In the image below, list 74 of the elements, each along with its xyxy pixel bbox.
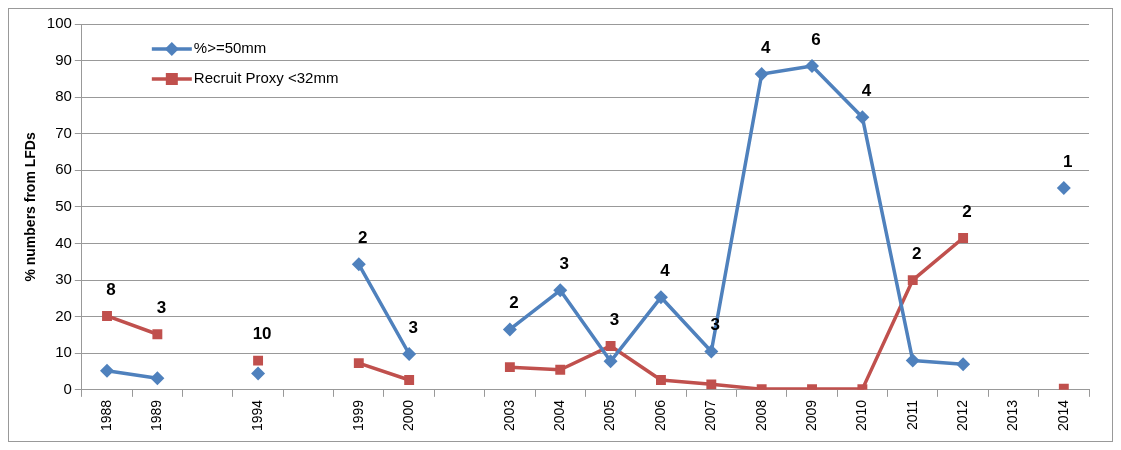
y-tick-label: 0 xyxy=(63,380,72,397)
x-tick-label: 2005 xyxy=(601,399,618,432)
annotation: 3 xyxy=(408,317,418,337)
point xyxy=(958,233,969,243)
y-axis-title: % numbers from LFDs xyxy=(22,132,39,282)
x-tick-label: 1994 xyxy=(248,399,265,432)
y-tick-label: 100 xyxy=(46,14,72,32)
y-tick-label: 10 xyxy=(55,343,72,361)
point xyxy=(805,59,820,74)
legend-label: Recruit Proxy <32mm xyxy=(193,69,339,87)
annotation: 3 xyxy=(156,297,167,317)
x-tick-label: 2014 xyxy=(1054,399,1071,432)
x-tick-label: 2000 xyxy=(400,399,417,432)
point xyxy=(653,290,668,305)
point xyxy=(706,379,717,390)
point xyxy=(404,375,415,385)
y-tick-label: 90 xyxy=(55,50,72,68)
point xyxy=(555,364,566,375)
point xyxy=(754,67,769,82)
y-tick-label: 60 xyxy=(55,160,72,178)
x-tick-label: 2004 xyxy=(551,399,568,432)
annotation: 8 xyxy=(106,279,116,299)
y-tick-label: 50 xyxy=(55,197,72,215)
annotation: 4 xyxy=(760,37,771,57)
annotation: 10 xyxy=(252,324,272,344)
x-tick-label: 1999 xyxy=(349,399,366,432)
x-tick-label: 2006 xyxy=(651,399,668,432)
point xyxy=(102,311,112,321)
point xyxy=(253,355,264,366)
y-tick-label: 80 xyxy=(55,87,72,105)
annotation: 2 xyxy=(358,228,368,248)
annotation: 4 xyxy=(660,260,671,280)
point xyxy=(504,362,515,373)
annotation: 1 xyxy=(1063,151,1073,171)
point xyxy=(1056,180,1071,195)
x-tick-label: 2012 xyxy=(953,399,970,432)
point xyxy=(956,357,971,372)
annotation: 3 xyxy=(609,309,620,329)
point xyxy=(150,371,165,386)
point xyxy=(905,353,920,368)
x-tick-label: 1988 xyxy=(97,399,114,432)
y-tick-label: 30 xyxy=(55,270,72,288)
point xyxy=(351,257,366,272)
point xyxy=(656,375,666,385)
annotation: 6 xyxy=(811,29,821,49)
x-tick-label: 2003 xyxy=(500,399,517,432)
x-tick-label: 1989 xyxy=(148,399,165,432)
annotation: 2 xyxy=(912,243,922,263)
point xyxy=(353,358,364,369)
x-tick-label: 2007 xyxy=(702,399,719,432)
annotation: 4 xyxy=(861,80,872,100)
point xyxy=(855,110,870,125)
annotation: 2 xyxy=(509,293,519,313)
annotation: 2 xyxy=(962,201,972,221)
x-tick-label: 2013 xyxy=(1004,399,1021,432)
x-tick-label: 2009 xyxy=(802,399,819,432)
x-tick-label: 2010 xyxy=(853,399,870,432)
point xyxy=(603,354,618,369)
point xyxy=(605,341,616,351)
y-tick-label: 40 xyxy=(55,233,72,251)
y-tick-label: 70 xyxy=(55,123,72,141)
point xyxy=(100,363,115,378)
point xyxy=(251,366,266,381)
x-tick-label: 2008 xyxy=(752,399,769,432)
point xyxy=(152,329,163,340)
annotation: 3 xyxy=(559,254,569,274)
point xyxy=(502,322,517,337)
point xyxy=(907,275,918,286)
x-tick-label: 2011 xyxy=(903,399,920,430)
legend-label: %>=50mm xyxy=(193,39,267,57)
point xyxy=(402,347,417,361)
point xyxy=(704,344,719,359)
y-tick-label: 20 xyxy=(55,306,72,324)
point xyxy=(553,283,568,298)
